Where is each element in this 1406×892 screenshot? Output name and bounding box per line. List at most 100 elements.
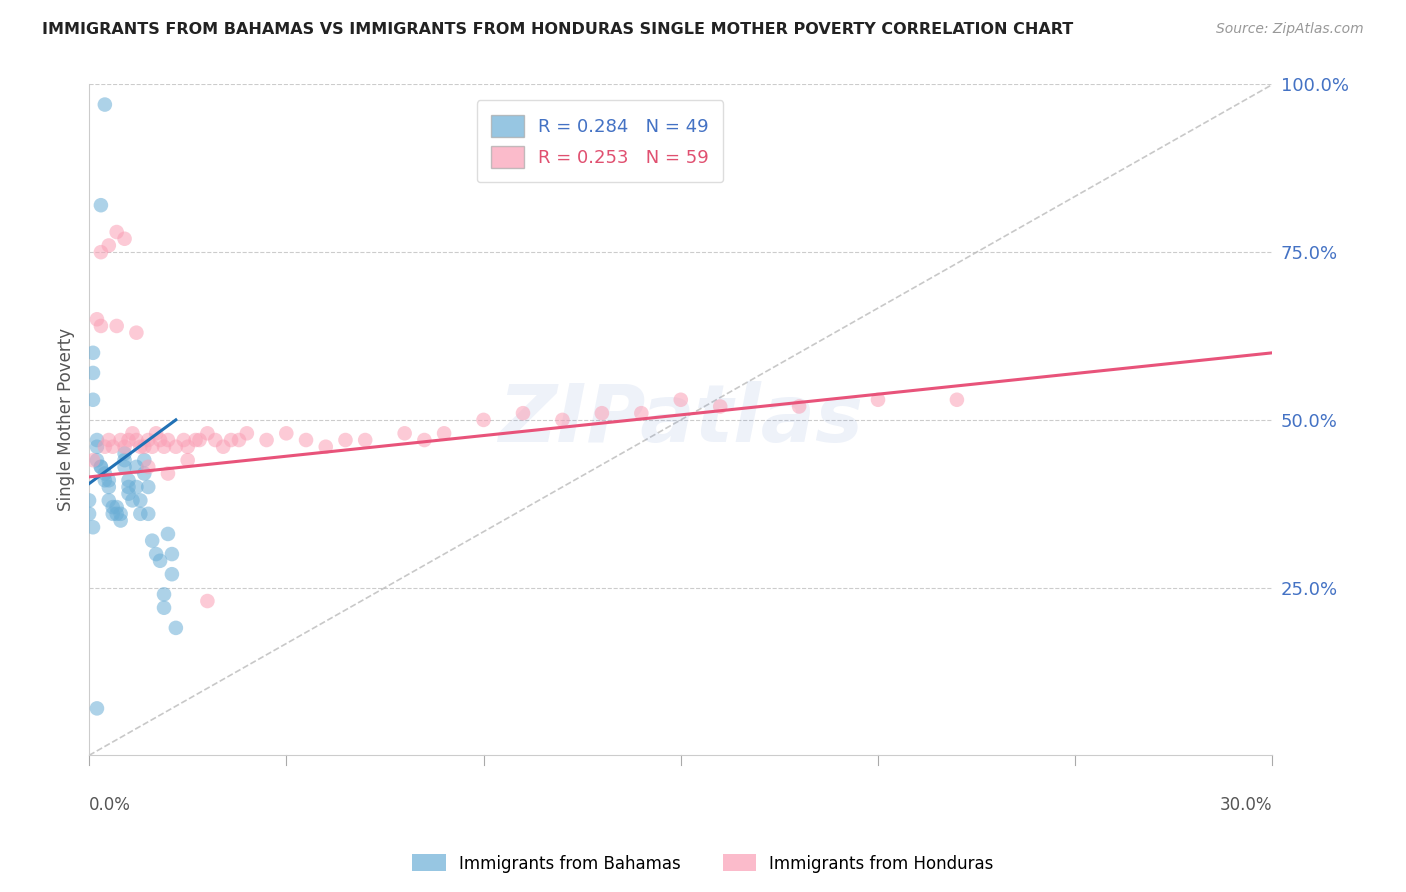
Point xyxy=(90,245,112,260)
Point xyxy=(114,459,136,474)
Point xyxy=(129,440,152,454)
Point xyxy=(101,500,124,515)
Point xyxy=(228,433,250,447)
Point xyxy=(94,97,117,112)
Point xyxy=(512,406,534,420)
Point xyxy=(630,406,652,420)
Point xyxy=(121,493,143,508)
Point xyxy=(156,433,179,447)
Point xyxy=(433,426,456,441)
Point xyxy=(354,433,377,447)
Point xyxy=(117,480,139,494)
Y-axis label: Single Mother Poverty: Single Mother Poverty xyxy=(58,328,75,511)
Point xyxy=(86,312,108,326)
Point xyxy=(153,600,176,615)
Point xyxy=(153,587,176,601)
Point xyxy=(82,346,104,360)
Point xyxy=(197,426,219,441)
Point xyxy=(117,473,139,487)
Point xyxy=(709,400,731,414)
Point xyxy=(82,392,104,407)
Point xyxy=(295,433,318,447)
Text: 30.0%: 30.0% xyxy=(1220,796,1272,814)
Point xyxy=(165,621,187,635)
Point xyxy=(236,426,259,441)
Point xyxy=(94,467,117,481)
Point xyxy=(82,366,104,380)
Legend: Immigrants from Bahamas, Immigrants from Honduras: Immigrants from Bahamas, Immigrants from… xyxy=(406,847,1000,880)
Point xyxy=(165,440,187,454)
Point xyxy=(136,507,159,521)
Point xyxy=(276,426,298,441)
Point xyxy=(149,433,172,447)
Point xyxy=(114,232,136,246)
Point xyxy=(141,533,163,548)
Point xyxy=(472,413,495,427)
Point xyxy=(394,426,416,441)
Point xyxy=(129,493,152,508)
Point xyxy=(145,426,167,441)
Point xyxy=(212,440,235,454)
Point xyxy=(110,433,132,447)
Point xyxy=(125,433,148,447)
Point xyxy=(551,413,574,427)
Point xyxy=(176,453,198,467)
Point xyxy=(173,433,195,447)
Point xyxy=(110,514,132,528)
Text: Source: ZipAtlas.com: Source: ZipAtlas.com xyxy=(1216,22,1364,37)
Point xyxy=(145,547,167,561)
Point xyxy=(101,440,124,454)
Point xyxy=(97,473,120,487)
Point xyxy=(129,507,152,521)
Point xyxy=(105,500,128,515)
Point xyxy=(90,318,112,333)
Point xyxy=(134,467,156,481)
Point xyxy=(86,440,108,454)
Point xyxy=(153,440,176,454)
Point xyxy=(134,440,156,454)
Point xyxy=(114,446,136,460)
Point xyxy=(125,326,148,340)
Point xyxy=(94,440,117,454)
Point xyxy=(97,480,120,494)
Point xyxy=(90,459,112,474)
Point xyxy=(149,554,172,568)
Point xyxy=(125,459,148,474)
Point xyxy=(335,433,357,447)
Point xyxy=(134,453,156,467)
Point xyxy=(156,527,179,541)
Point xyxy=(184,433,207,447)
Point xyxy=(136,459,159,474)
Point xyxy=(86,433,108,447)
Point xyxy=(866,392,889,407)
Point xyxy=(90,198,112,212)
Legend: R = 0.284   N = 49, R = 0.253   N = 59: R = 0.284 N = 49, R = 0.253 N = 59 xyxy=(477,100,723,182)
Point xyxy=(669,392,692,407)
Point xyxy=(946,392,969,407)
Point xyxy=(82,453,104,467)
Point xyxy=(204,433,226,447)
Text: ZIPatlas: ZIPatlas xyxy=(498,381,863,458)
Point xyxy=(77,493,100,508)
Point xyxy=(86,453,108,467)
Point xyxy=(219,433,242,447)
Point xyxy=(197,594,219,608)
Point xyxy=(256,433,278,447)
Point xyxy=(114,440,136,454)
Point xyxy=(114,453,136,467)
Point xyxy=(156,467,179,481)
Point xyxy=(94,473,117,487)
Point xyxy=(188,433,211,447)
Point xyxy=(101,507,124,521)
Point xyxy=(110,507,132,521)
Point xyxy=(90,459,112,474)
Point xyxy=(117,486,139,500)
Point xyxy=(315,440,337,454)
Text: IMMIGRANTS FROM BAHAMAS VS IMMIGRANTS FROM HONDURAS SINGLE MOTHER POVERTY CORREL: IMMIGRANTS FROM BAHAMAS VS IMMIGRANTS FR… xyxy=(42,22,1073,37)
Point xyxy=(160,567,183,582)
Point xyxy=(160,547,183,561)
Point xyxy=(591,406,613,420)
Point xyxy=(97,238,120,252)
Point xyxy=(105,507,128,521)
Point xyxy=(82,520,104,534)
